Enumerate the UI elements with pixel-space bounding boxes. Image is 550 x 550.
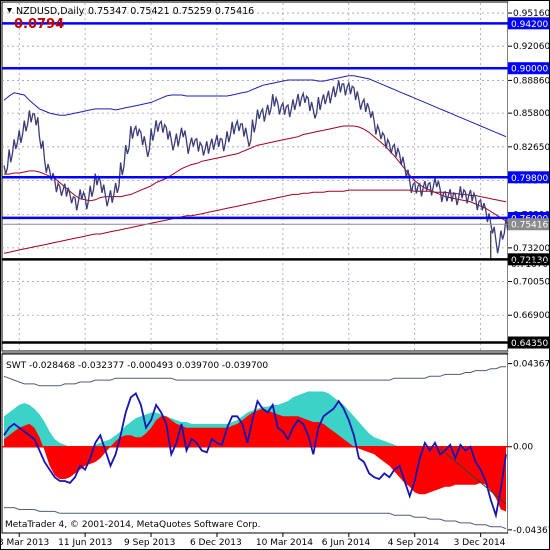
price-level-label-box [508, 253, 549, 266]
price-line [3, 80, 511, 254]
price-tick-label: 0.88860 [513, 76, 550, 86]
swt-lower-envelope [4, 507, 507, 530]
time-tick-label: 3 Dec 2014 [454, 538, 506, 548]
time-tick-label: 11 Jun 2013 [58, 538, 112, 548]
copyright-text: MetaTrader 4, © 2001-2014, MetaQuotes So… [5, 520, 261, 530]
price-level-label: 0.75416 [511, 221, 548, 231]
moving-average-short [4, 125, 507, 222]
symbol-title: NZDUSD,Daily [16, 6, 85, 17]
time-tick-label: 9 Sep 2013 [124, 538, 175, 548]
time-axis[interactable]: 13 Mar 2013 11 Jun 2013 9 Sep 2013 6 Dec 20… [0, 533, 506, 548]
swt-header: SWT -0.028468 -0.032377 -0.000493 0.0397… [6, 361, 268, 371]
price-level-label-box [508, 17, 549, 30]
time-tick-label: 10 Mar 2014 [256, 538, 313, 548]
price-tick-label: 0.66900 [513, 311, 550, 321]
price-level-label-box [508, 218, 549, 231]
swt-tick-label: 0.043675 [513, 360, 550, 370]
price-level-label: 0.94200 [511, 20, 548, 30]
swt-trend-line [439, 448, 507, 505]
price-grid [2, 3, 508, 350]
price-tick-label: 0.95160 [513, 9, 550, 19]
time-tick-label: 6 Dec 2013 [190, 538, 242, 548]
swt-tick-label: -0.043675 [513, 526, 550, 536]
price-tick-label: 0.73200 [513, 244, 550, 254]
swt-plot [2, 366, 508, 530]
price-level-label: 0.72130 [511, 256, 548, 266]
price-level-label: 0.79800 [511, 174, 548, 184]
price-plot [2, 22, 511, 344]
price-level-label-box [508, 171, 549, 184]
upper-band-line [3, 75, 507, 138]
price-hidden-label: 0.71670 [511, 260, 548, 270]
price-tick-label: 0.82650 [513, 143, 550, 153]
swt-tick-label: 0.00 [513, 443, 533, 453]
price-level-label-box [508, 336, 549, 349]
price-level-label: 0.90000 [511, 65, 548, 75]
time-tick-label: 6 Jun 2014 [322, 538, 371, 548]
swt-signal-line [3, 391, 507, 519]
overlay-value: 0.0794 [14, 17, 64, 32]
price-level-label-box [508, 62, 549, 75]
price-tick-label: 0.92060 [513, 42, 550, 52]
price-tick-label: 0.70050 [513, 278, 550, 288]
swt-upper-envelope [3, 366, 506, 387]
time-tick-label: 13 Mar 2013 [0, 538, 49, 548]
time-tick-label: 4 Sep 2014 [388, 538, 440, 548]
indicator-scale[interactable] [508, 354, 549, 533]
red-histogram-area [4, 408, 506, 512]
price-axis: 0.951600.920600.888600.858000.826500.795… [508, 9, 550, 349]
price-level-label: 0.64350 [511, 339, 548, 349]
sell-arrow-icon [7, 8, 12, 13]
swt-axis: 0.043675 0.00 -0.043675 [508, 360, 550, 536]
price-tick-label: 0.85800 [513, 109, 550, 119]
ohlc-values: 0.75347 0.75421 0.75259 0.75416 [88, 6, 254, 17]
